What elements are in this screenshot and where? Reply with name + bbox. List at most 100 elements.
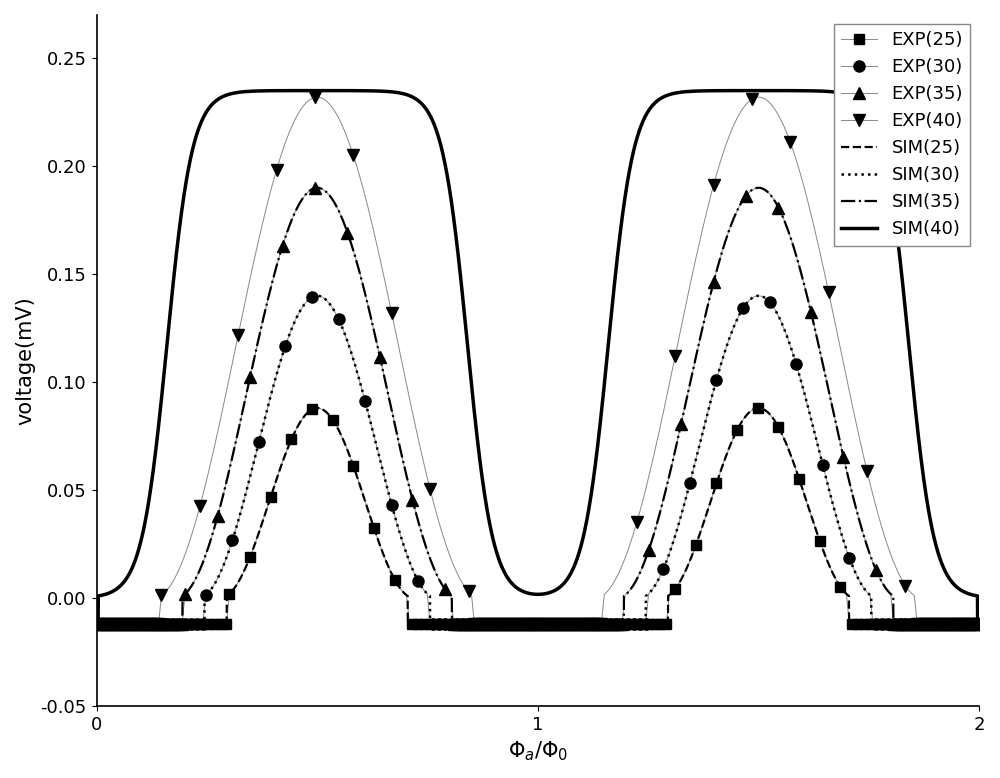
SIM(30) [311, 291, 323, 300]
EXP(25) [306, 405, 318, 414]
EXP(35) [675, 419, 687, 429]
SIM(35) [620, 590, 632, 599]
EXP(30) [764, 297, 776, 307]
SIM(25) [665, 589, 677, 598]
EXP(35) [406, 495, 418, 504]
SIM(25) [973, 619, 985, 629]
EXP(40) [631, 517, 643, 527]
X-axis label: $\Phi_a/\Phi_0$: $\Phi_a/\Phi_0$ [508, 739, 568, 763]
EXP(25) [834, 582, 846, 591]
Y-axis label: voltage(mV): voltage(mV) [15, 296, 35, 425]
Legend: EXP(25), EXP(30), EXP(35), EXP(40), SIM(25), SIM(30), SIM(35), SIM(40): EXP(25), EXP(30), EXP(35), EXP(40), SIM(… [834, 24, 970, 246]
SIM(30) [665, 545, 677, 554]
EXP(25) [223, 589, 235, 598]
SIM(40) [665, 89, 677, 99]
EXP(35) [870, 565, 882, 574]
EXP(35) [179, 589, 191, 598]
SIM(30) [749, 292, 761, 301]
SIM(25) [816, 544, 828, 553]
EXP(35) [772, 203, 784, 212]
SIM(30) [91, 619, 103, 629]
SIM(30) [816, 459, 828, 468]
Line: EXP(40): EXP(40) [155, 91, 912, 601]
EXP(30) [657, 564, 669, 573]
SIM(40) [620, 186, 632, 195]
SIM(25) [620, 619, 632, 629]
SIM(35) [749, 184, 761, 193]
SIM(25) [251, 534, 263, 543]
EXP(40) [155, 591, 167, 600]
SIM(30) [251, 445, 263, 454]
EXP(40) [784, 138, 796, 147]
Line: SIM(25): SIM(25) [97, 408, 979, 624]
SIM(35) [311, 183, 323, 192]
EXP(40) [669, 352, 681, 361]
EXP(25) [814, 536, 826, 545]
SIM(40) [749, 86, 761, 95]
EXP(25) [752, 404, 764, 413]
EXP(30) [737, 303, 749, 313]
SIM(25) [749, 404, 761, 413]
SIM(40) [311, 86, 323, 95]
SIM(35) [665, 464, 677, 474]
SIM(30) [973, 619, 985, 629]
SIM(40) [91, 619, 103, 629]
EXP(35) [374, 352, 386, 362]
Line: SIM(40): SIM(40) [97, 90, 979, 624]
EXP(35) [708, 278, 720, 287]
EXP(30) [359, 397, 371, 406]
EXP(30) [843, 553, 855, 562]
SIM(30) [428, 619, 440, 629]
Line: SIM(30): SIM(30) [97, 296, 979, 624]
EXP(30) [684, 478, 696, 487]
EXP(30) [333, 314, 345, 324]
EXP(35) [643, 546, 655, 555]
EXP(30) [790, 359, 802, 369]
EXP(35) [740, 191, 752, 201]
EXP(40) [271, 165, 283, 174]
EXP(40) [861, 467, 873, 476]
EXP(35) [439, 584, 451, 594]
EXP(25) [368, 524, 380, 533]
Line: EXP(35): EXP(35) [180, 183, 881, 600]
EXP(30) [306, 293, 318, 302]
EXP(25) [731, 426, 743, 435]
SIM(25) [91, 619, 103, 629]
EXP(40) [347, 151, 359, 160]
EXP(25) [690, 541, 702, 550]
EXP(30) [226, 536, 238, 545]
EXP(25) [793, 475, 805, 484]
EXP(25) [285, 435, 297, 444]
EXP(35) [244, 373, 256, 382]
EXP(25) [347, 461, 359, 471]
EXP(40) [708, 180, 720, 190]
Line: EXP(25): EXP(25) [225, 403, 845, 599]
Line: SIM(35): SIM(35) [97, 187, 979, 624]
EXP(40) [424, 485, 436, 494]
EXP(25) [265, 492, 277, 502]
EXP(35) [341, 228, 353, 237]
SIM(40) [816, 86, 828, 96]
SIM(35) [251, 342, 263, 351]
EXP(25) [244, 552, 256, 562]
EXP(30) [279, 341, 291, 350]
EXP(40) [309, 93, 321, 102]
EXP(25) [772, 422, 784, 432]
Line: EXP(30): EXP(30) [200, 292, 855, 601]
SIM(25) [311, 404, 323, 413]
EXP(40) [746, 94, 758, 103]
EXP(30) [412, 576, 424, 586]
EXP(25) [710, 478, 722, 488]
EXP(25) [327, 415, 339, 425]
EXP(25) [389, 575, 401, 584]
SIM(40) [428, 119, 440, 128]
EXP(40) [232, 330, 244, 339]
EXP(30) [710, 375, 722, 384]
SIM(35) [816, 358, 828, 367]
SIM(25) [428, 619, 440, 629]
SIM(35) [428, 564, 440, 573]
EXP(40) [823, 288, 835, 297]
EXP(30) [253, 437, 265, 447]
SIM(35) [973, 619, 985, 629]
EXP(35) [309, 184, 321, 193]
